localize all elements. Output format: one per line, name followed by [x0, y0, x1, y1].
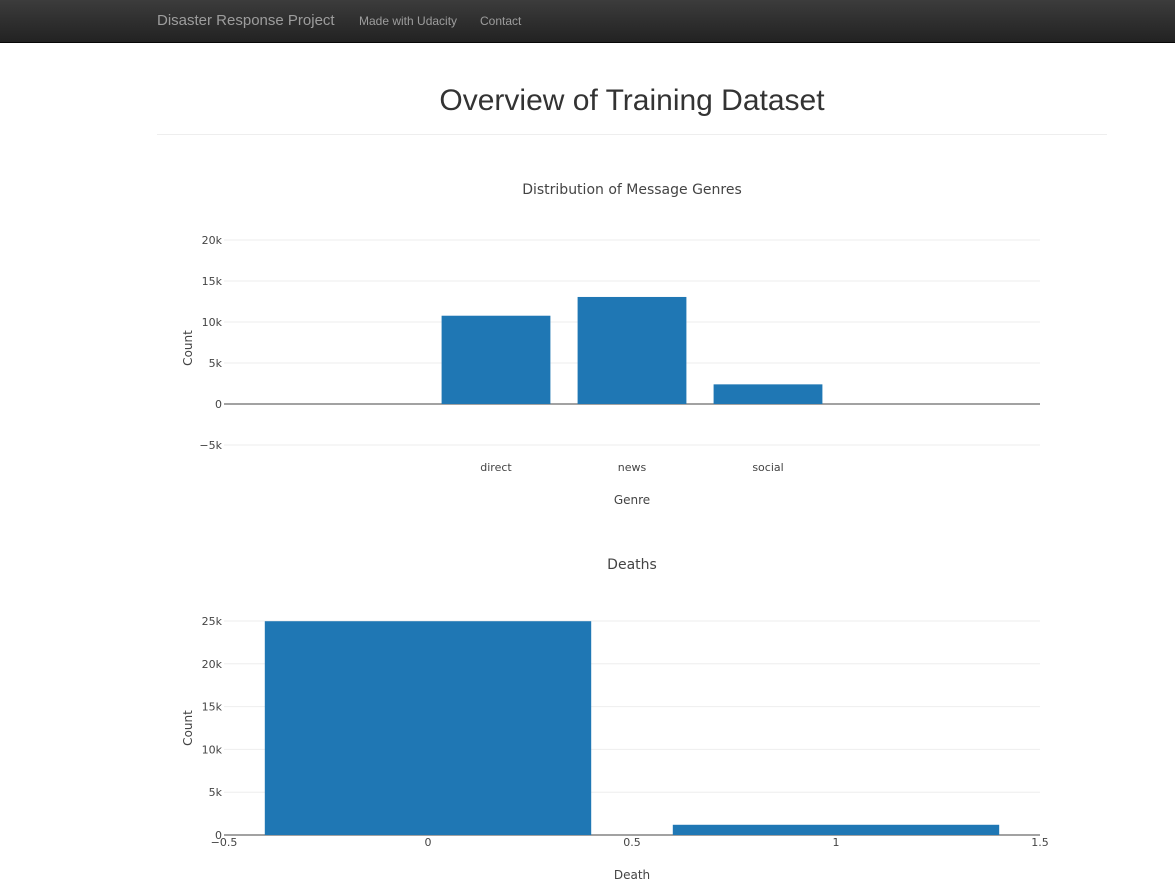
y-tick-label: 10k	[202, 743, 223, 756]
bar-social[interactable]	[713, 384, 823, 404]
chart-title: Deaths	[607, 557, 657, 573]
x-tick-label: direct	[480, 461, 512, 474]
y-tick-label: −5k	[199, 439, 222, 452]
x-tick-label: −0.5	[211, 836, 238, 849]
x-tick-label: social	[752, 461, 783, 474]
x-axis-label: Genre	[614, 493, 650, 507]
x-tick-label: 0	[425, 836, 432, 849]
brand-link[interactable]: Disaster Response Project	[157, 12, 335, 29]
x-tick-label: 0.5	[623, 836, 641, 849]
title-divider	[157, 134, 1107, 135]
y-axis-label: Count	[181, 330, 195, 366]
x-tick-label: news	[618, 461, 647, 474]
nav-link-contact[interactable]: Contact	[480, 14, 522, 28]
chart-title: Distribution of Message Genres	[522, 182, 742, 198]
x-tick-label: 1	[833, 836, 840, 849]
y-tick-label: 0	[215, 398, 222, 411]
y-tick-label: 0	[215, 829, 222, 842]
navbar: Disaster Response Project Made with Udac…	[0, 0, 1175, 43]
y-tick-label: 20k	[202, 658, 223, 671]
y-tick-label: 10k	[202, 316, 223, 329]
y-tick-label: 5k	[209, 357, 223, 370]
y-tick-label: 25k	[202, 615, 223, 628]
bar-direct[interactable]	[441, 315, 551, 404]
x-tick-label: 1.5	[1031, 836, 1049, 849]
nav-link-udacity[interactable]: Made with Udacity	[359, 14, 458, 28]
genre-chart: Distribution of Message Genres −5k 0 5k 10k…	[181, 182, 1040, 507]
page-title: Overview of Training Dataset	[439, 84, 825, 117]
bar-death-0[interactable]	[264, 621, 592, 835]
y-tick-label: 5k	[209, 786, 223, 799]
bar-death-1[interactable]	[672, 824, 1000, 835]
y-tick-label: 20k	[202, 234, 223, 247]
y-tick-label: 15k	[202, 275, 223, 288]
y-tick-label: 15k	[202, 701, 223, 714]
y-axis-label: Count	[181, 710, 195, 746]
bar-news[interactable]	[577, 296, 687, 404]
x-axis-label: Death	[614, 868, 650, 882]
